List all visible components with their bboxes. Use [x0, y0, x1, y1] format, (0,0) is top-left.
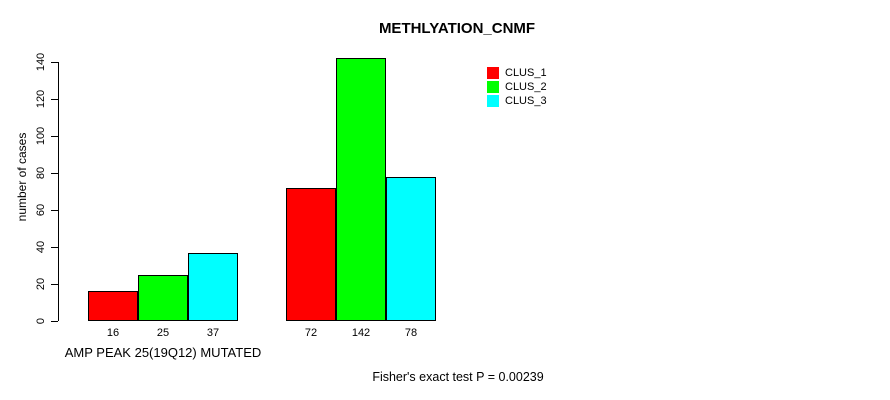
legend-item: CLUS_3	[487, 94, 547, 108]
y-axis-label: number of cases	[15, 132, 29, 222]
bar-clus_2-group1	[138, 275, 188, 321]
bar-clus_1-group2	[286, 188, 336, 321]
y-tick	[51, 320, 58, 322]
y-tick-label: 20	[35, 277, 47, 291]
category-label: AMP PEAK 25(19Q12) MUTATED	[64, 345, 262, 360]
bar-value-label: 37	[206, 327, 220, 339]
bar-value-label: 142	[351, 327, 371, 339]
legend: CLUS_1 CLUS_2 CLUS_3	[487, 66, 547, 108]
bar-value-label: 78	[404, 327, 418, 339]
legend-label: CLUS_2	[505, 81, 547, 93]
y-tick-label: 40	[35, 240, 47, 254]
bar-clus_2-group2	[336, 58, 386, 321]
bar-clus_3-group2	[386, 177, 436, 321]
bar-clus_3-group1	[188, 253, 238, 321]
legend-swatch-clus_1	[487, 67, 499, 79]
y-tick	[51, 172, 58, 174]
bar-value-label: 25	[156, 327, 170, 339]
y-tick	[51, 135, 58, 137]
y-tick	[51, 98, 58, 100]
legend-item: CLUS_1	[487, 66, 547, 80]
legend-label: CLUS_3	[505, 95, 547, 107]
y-tick-label: 0	[35, 317, 47, 325]
bar-clus_1-group1	[88, 291, 138, 321]
bar-value-label: 72	[304, 327, 318, 339]
y-tick	[51, 61, 58, 63]
legend-item: CLUS_2	[487, 80, 547, 94]
y-tick	[51, 246, 58, 248]
y-tick	[51, 209, 58, 211]
y-axis-line	[58, 62, 59, 321]
fisher-test-annotation: Fisher's exact test P = 0.00239	[372, 370, 544, 384]
y-tick-label: 80	[35, 166, 47, 180]
y-tick-label: 100	[35, 126, 47, 146]
legend-swatch-clus_3	[487, 95, 499, 107]
y-tick-label: 120	[35, 89, 47, 109]
legend-label: CLUS_1	[505, 67, 547, 79]
chart-title: METHLYATION_CNMF	[378, 20, 536, 37]
legend-swatch-clus_2	[487, 81, 499, 93]
y-tick-label: 140	[35, 52, 47, 72]
y-tick-label: 60	[35, 203, 47, 217]
bar-value-label: 16	[106, 327, 120, 339]
y-tick	[51, 283, 58, 285]
